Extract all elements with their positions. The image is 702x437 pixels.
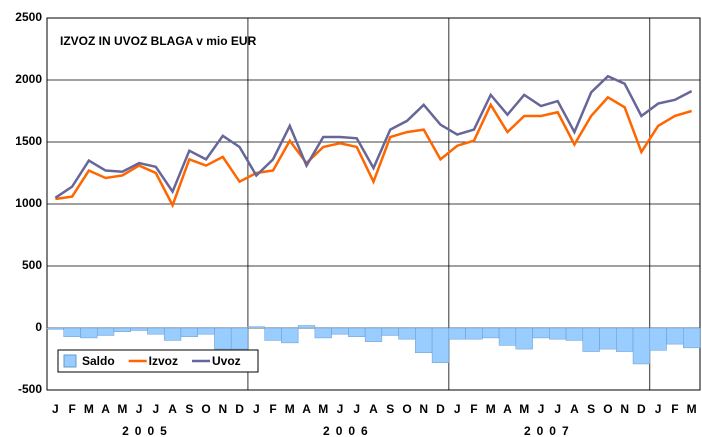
bar	[582, 327, 600, 352]
x-tick-label: M	[84, 402, 94, 416]
x-tick-label: J	[454, 402, 461, 416]
x-tick-label: J	[554, 402, 561, 416]
bar	[482, 327, 500, 339]
y-tick-label: 1000	[15, 196, 42, 210]
x-tick-label: N	[620, 402, 629, 416]
y-tick-label: 0	[35, 320, 42, 334]
bar	[515, 327, 533, 350]
y-tick-label: -500	[18, 382, 42, 396]
x-tick-label: J	[538, 402, 545, 416]
legend-label: Saldo	[82, 354, 115, 368]
x-tick-label: M	[519, 402, 529, 416]
y-tick-label: 500	[22, 258, 42, 272]
x-tick-label: J	[337, 402, 344, 416]
bar	[465, 327, 483, 340]
bar	[532, 327, 550, 339]
line	[54, 74, 693, 199]
x-tick-label: A	[369, 402, 378, 416]
x-tick-label: J	[253, 402, 260, 416]
x-tick-label: M	[285, 402, 295, 416]
x-tick-label: A	[570, 402, 579, 416]
bar	[80, 327, 98, 339]
x-tick-label: M	[117, 402, 127, 416]
bar	[147, 327, 165, 335]
line	[55, 95, 692, 209]
y-tick-label: 1500	[15, 134, 42, 148]
bar	[666, 327, 684, 345]
year-label: 2007	[524, 424, 575, 437]
x-tick-label: O	[603, 402, 612, 416]
x-tick-label: D	[637, 402, 646, 416]
legend: Saldo Izvoz Uvoz	[57, 349, 259, 373]
x-tick-label: D	[436, 402, 445, 416]
bar	[96, 327, 115, 336]
bar	[63, 327, 81, 337]
bar	[565, 327, 584, 341]
x-tick-label: S	[386, 402, 394, 416]
x-tick-label: J	[655, 402, 662, 416]
x-tick-label: J	[136, 402, 143, 416]
bar	[230, 327, 249, 350]
legend-swatch	[63, 354, 77, 368]
x-tick-label: J	[152, 402, 159, 416]
bar	[197, 327, 215, 335]
bar	[649, 327, 667, 351]
bar	[599, 327, 617, 350]
bar	[314, 327, 332, 339]
x-tick-label: N	[218, 402, 227, 416]
x-tick-label: N	[419, 402, 428, 416]
x-tick-label: S	[587, 402, 595, 416]
bar	[381, 327, 399, 336]
x-tick-label: F	[671, 402, 678, 416]
x-tick-label: F	[470, 402, 477, 416]
legend-label: Izvoz	[149, 354, 178, 368]
x-tick-label: O	[402, 402, 411, 416]
bar	[498, 327, 517, 346]
bar	[214, 327, 232, 350]
legend-box	[57, 349, 259, 373]
bar	[180, 327, 198, 337]
bar	[448, 327, 466, 340]
bar	[398, 327, 416, 340]
x-tick-label: M	[486, 402, 496, 416]
x-tick-label: M	[687, 402, 697, 416]
year-label: 2005	[122, 424, 173, 437]
legend-label: Uvoz	[212, 354, 241, 368]
x-tick-label: A	[302, 402, 311, 416]
bar	[364, 327, 383, 342]
bar	[616, 327, 634, 352]
bar	[130, 327, 148, 331]
bar	[247, 326, 265, 329]
bar	[297, 325, 316, 329]
x-tick-label: M	[318, 402, 328, 416]
bar	[46, 327, 64, 330]
x-tick-label: F	[68, 402, 75, 416]
y-tick-label: 2500	[15, 10, 42, 24]
bar	[163, 327, 182, 341]
bar	[264, 327, 282, 341]
bar	[281, 327, 299, 344]
bar	[683, 327, 701, 349]
x-tick-label: A	[503, 402, 512, 416]
x-tick-label: F	[269, 402, 276, 416]
x-tick-label: A	[101, 402, 110, 416]
x-tick-label: J	[52, 402, 59, 416]
year-label: 2006	[323, 424, 374, 437]
bar	[331, 327, 349, 335]
bar	[431, 327, 450, 363]
x-tick-label: A	[168, 402, 177, 416]
bar	[348, 327, 366, 337]
bar	[113, 327, 131, 332]
x-tick-label: S	[185, 402, 193, 416]
bar	[415, 327, 433, 354]
x-tick-label: O	[201, 402, 210, 416]
bar	[632, 327, 651, 365]
x-tick-label: D	[235, 402, 244, 416]
bar	[549, 327, 567, 340]
y-tick-label: 2000	[15, 72, 42, 86]
x-tick-label: J	[353, 402, 360, 416]
chart-title: IZVOZ IN UVOZ BLAGA v mio EUR	[60, 34, 257, 48]
